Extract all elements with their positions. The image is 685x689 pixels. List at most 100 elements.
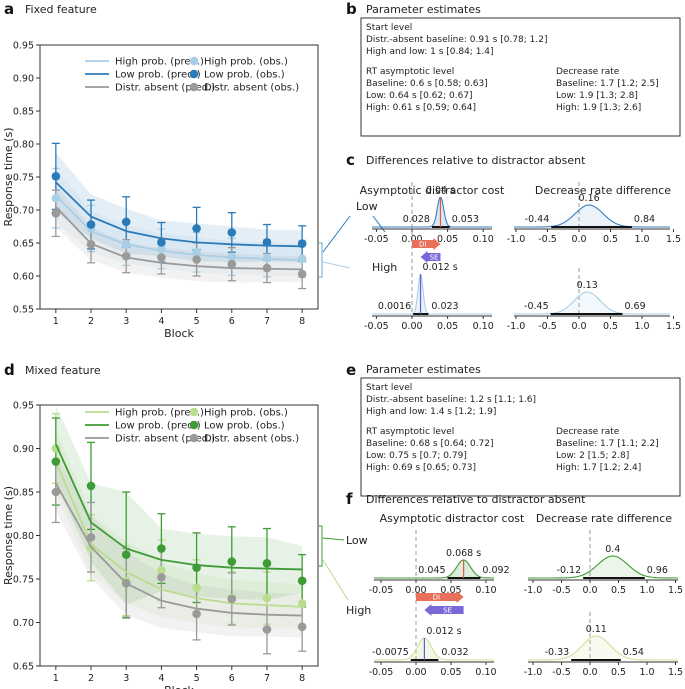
obs-point: [86, 220, 96, 229]
rate-axis-top-tick-label: -1.0: [507, 234, 526, 245]
band-low-prob-: [55, 152, 303, 263]
legend-label: High prob. (pred.): [115, 57, 204, 68]
rate-axis-bottom-tick-label: 1.0: [639, 667, 654, 678]
legend-label: Low prob. (obs.): [204, 70, 285, 81]
y-tick-label: 0.60: [13, 272, 34, 283]
start-baseline: Distr.-absent baseline: 0.91 s [0.78; 1.…: [366, 35, 548, 45]
panel-f-row-low: Low: [346, 534, 368, 547]
obs-point: [192, 609, 201, 619]
high-cost-mode-label: 0.012 s: [426, 626, 461, 637]
pred-line-high-prob-: [55, 461, 303, 608]
rt-high: High: 0.61 s [0.59; 0.64]: [366, 103, 476, 113]
panel-e-title: Parameter estimates: [366, 363, 481, 376]
obs-point: [297, 239, 307, 248]
high-cost-density: [374, 637, 494, 661]
rate-axis-top-tick-label: 1.0: [639, 585, 654, 596]
dr-high: High: 1.7 [1.2; 2.4]: [556, 463, 641, 473]
panel-a-chart: 0.55 0.60 0.65 0.70 0.75 0.80 0.85 0.90 0.95 1 2 3 4…: [2, 41, 319, 340]
panel-d-bracket: [318, 525, 323, 567]
y-axis-label: Response time (s): [2, 128, 15, 227]
obs-point: [51, 193, 61, 203]
x-tick-label: 8: [299, 316, 305, 327]
y-tick-label: 0.90: [13, 444, 34, 455]
obs-point: [227, 252, 237, 262]
cost-axis-bottom-tick-label: 0.10: [473, 321, 494, 332]
x-tick-label: 5: [194, 316, 200, 327]
panel-d-low-link: [322, 537, 345, 541]
low-rate-density: [528, 555, 678, 579]
rt-low: Low: 0.75 s [0.7; 0.79]: [366, 451, 467, 461]
y-tick-label: 0.65: [13, 662, 34, 673]
rate-axis-top-tick-label: 0.0: [571, 234, 586, 245]
legend-label: High prob. (obs.): [204, 408, 288, 419]
dr-high: High: 1.9 [1.3; 2.6]: [556, 103, 641, 113]
x-tick-label: 3: [123, 673, 129, 684]
rate-axis-bottom-tick-label: -1.0: [524, 667, 543, 678]
obs-point: [121, 579, 131, 588]
dr-heading: Decrease rate: [556, 427, 620, 437]
panel-c-low-connector: [372, 215, 386, 233]
low-cost-ci-high: 0.053: [452, 214, 479, 225]
obs-point: [121, 240, 131, 249]
cost-axis-bottom-tick-label: -0.05: [364, 321, 389, 332]
legend-label: Distr. absent (obs.): [204, 434, 299, 445]
start-baseline: Distr.-absent baseline: 1.2 s [1.1; 1.6]: [366, 395, 536, 405]
rate-axis-bottom-tick-label: 0.0: [582, 667, 597, 678]
rate-axis-top-tick-label: 0.5: [611, 585, 626, 596]
x-tick-label: 8: [299, 673, 305, 684]
x-tick-label: 1: [53, 673, 59, 684]
low-rate-ci-high: 0.84: [634, 214, 655, 225]
high-rate-density: [528, 635, 678, 661]
di-arrow-label: DI: [419, 241, 426, 249]
rate-axis-bottom-tick-label: -1.0: [507, 321, 526, 332]
dr-baseline: Baseline: 1.7 [1.2; 2.5]: [556, 79, 659, 89]
obs-point: [192, 255, 201, 264]
high-rate-density-ci-area: [571, 636, 621, 660]
obs-point: [51, 457, 61, 466]
y-tick-label: 0.55: [13, 305, 34, 316]
low-cost-mode-label: 0.068 s: [446, 548, 481, 559]
x-tick-label: 5: [194, 673, 200, 684]
legend-swatch-point: [189, 82, 199, 92]
panel-c-label: c: [346, 151, 355, 169]
x-tick-label: 3: [123, 316, 129, 327]
cost-axis-top-tick-label: 0.05: [440, 585, 461, 596]
legend-label: Distr. absent (obs.): [204, 83, 299, 94]
high-rate-ci-low: -0.45: [524, 301, 549, 312]
y-tick-label: 0.90: [13, 74, 34, 85]
high-cost-mode-label: 0.012 s: [423, 262, 458, 273]
panel-e-label: e: [346, 361, 356, 379]
obs-point: [157, 544, 166, 553]
legend-swatch-point: [189, 433, 199, 443]
x-tick-label: 4: [158, 316, 164, 327]
y-tick-label: 0.70: [13, 618, 34, 629]
y-tick-label: 0.75: [13, 173, 34, 184]
panel-c-distributions: 0.04 s0.028 0.053-0.05 0.00 0.05 0.10DISE0.0…: [364, 182, 681, 332]
high-rate-density: [514, 291, 670, 315]
start-heading: Start level: [366, 23, 412, 33]
cost-axis-bottom-tick-label: 0.05: [437, 321, 458, 332]
rate-axis-bottom-tick-label: -0.5: [552, 667, 571, 678]
rate-axis-bottom-tick-label: 0.5: [603, 321, 618, 332]
high-rate-ci-high: 0.69: [624, 301, 645, 312]
rate-axis-bottom-tick-label: 1.5: [668, 667, 683, 678]
obs-point: [157, 566, 166, 575]
rt-heading: RT asymptotic level: [366, 427, 454, 437]
obs-point: [157, 238, 166, 247]
panel-b-text: Start level Distr.-absent baseline: 0.91…: [366, 23, 659, 113]
x-axis-label: Block: [164, 327, 194, 340]
high-rate-ci-low: -0.33: [545, 647, 570, 658]
cost-axis-top-tick-label: 0.10: [473, 234, 494, 245]
panel-b-label: b: [346, 0, 357, 18]
y-tick-label: 0.80: [13, 140, 34, 151]
rate-axis-top-tick-label: 1.5: [666, 234, 681, 245]
cost-axis-top-tick-label: 0.10: [475, 585, 496, 596]
dr-low: Low: 1.9 [1.3; 2.8]: [556, 91, 638, 101]
y-tick-label: 0.75: [13, 575, 34, 586]
panel-c-col-right: Decrease rate difference: [535, 184, 671, 197]
band-distr-absent: [55, 455, 303, 638]
obs-point: [297, 622, 307, 632]
cost-axis-bottom-tick-label: 0.05: [440, 667, 461, 678]
legend-label: Low prob. (obs.): [204, 421, 285, 432]
panel-b-title: Parameter estimates: [366, 3, 481, 16]
